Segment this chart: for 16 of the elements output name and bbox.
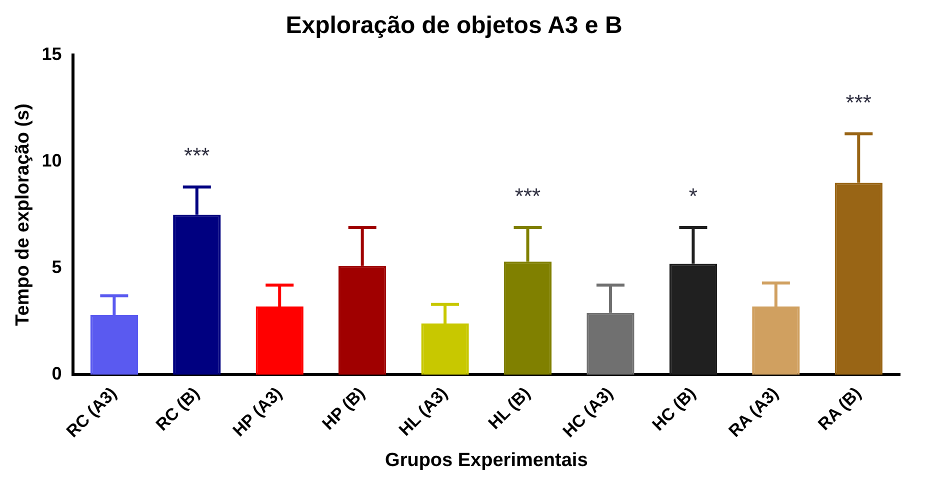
y-tick-label: 10 bbox=[42, 150, 62, 170]
annotation: * bbox=[688, 184, 698, 209]
x-axis-title: Grupos Experimentais bbox=[385, 450, 588, 471]
chart-title: Exploração de objetos A3 e B bbox=[286, 12, 622, 40]
x-tick-label: HL (B) bbox=[484, 384, 534, 433]
y-tick-label: 5 bbox=[52, 257, 62, 278]
annotation: *** bbox=[514, 184, 542, 209]
y-tick-label: 15 bbox=[42, 44, 62, 64]
annotation: *** bbox=[846, 90, 872, 115]
annotation: *** bbox=[184, 143, 210, 168]
x-tick-label: RA (B) bbox=[814, 384, 865, 434]
x-tick-label: HC (B) bbox=[648, 384, 700, 434]
x-tick-label: HP (B) bbox=[318, 384, 368, 434]
y-axis-title: Tempo de exploração (s) bbox=[12, 104, 34, 326]
y-tick-label: 0 bbox=[52, 364, 62, 384]
x-tick-label: RC (B) bbox=[152, 384, 204, 434]
